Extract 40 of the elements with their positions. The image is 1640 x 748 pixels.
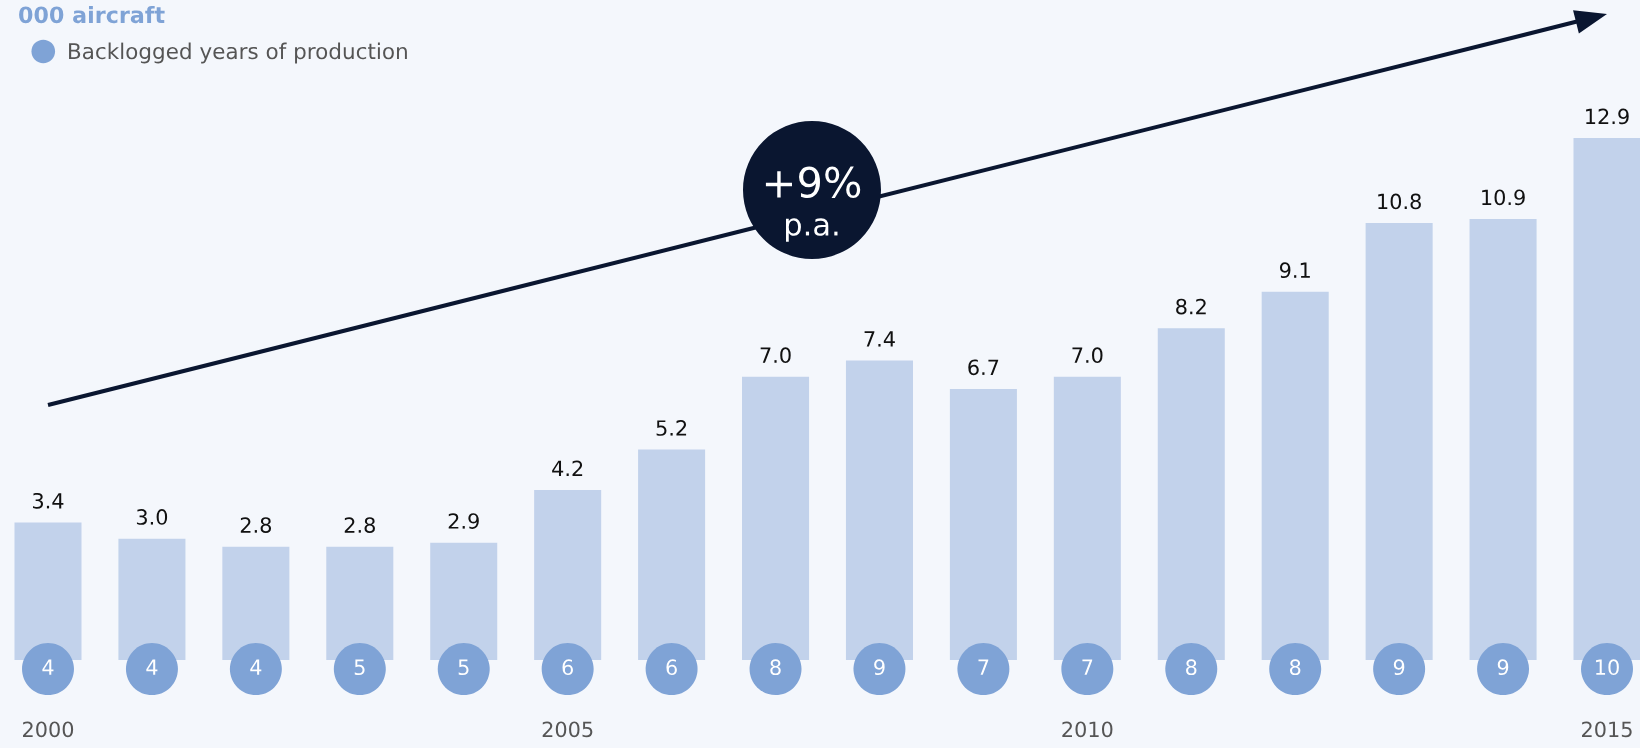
data-label: 7 [1082, 659, 1093, 675]
data-label: 3.0 [136, 509, 168, 525]
data-label: 3.4 [33, 492, 64, 509]
data-label: 2.9 [448, 513, 479, 529]
data-label: 5 [458, 659, 469, 676]
x-tick-label: 2005 [542, 721, 593, 738]
data-label: 7.4 [864, 331, 895, 347]
data-label: 2.8 [240, 517, 272, 533]
chart-title: 000 aircraft [19, 6, 165, 24]
data-label: 8 [770, 659, 781, 676]
x-tick-label: 2015 [1582, 721, 1632, 738]
data-label: 12.9 [1586, 108, 1629, 125]
data-label: 8.2 [1176, 298, 1206, 315]
data-label: 5.2 [656, 420, 687, 436]
data-label: 5 [354, 659, 365, 676]
data-label: 8 [1289, 659, 1301, 676]
data-label: 9 [874, 659, 885, 676]
data-label: 9.1 [1279, 262, 1310, 279]
data-label: 7.0 [1072, 347, 1103, 364]
data-label: 7 [978, 659, 989, 675]
data-label: 4 [42, 659, 54, 675]
data-label: 8 [1186, 659, 1197, 676]
legend-label: Backlogged years of production [69, 42, 407, 64]
annotation: p.a. [786, 218, 838, 242]
data-label: 10.8 [1378, 193, 1421, 210]
x-tick-label: 2010 [1062, 721, 1113, 738]
data-label: 10.9 [1482, 189, 1525, 206]
data-label: 6 [562, 659, 573, 676]
data-label: 4 [146, 659, 158, 675]
data-label: 6.7 [968, 359, 999, 376]
data-label: 4.2 [552, 460, 583, 477]
x-tick-label: 2000 [23, 721, 74, 738]
data-label: 4 [250, 659, 262, 675]
data-label: 2.8 [344, 517, 375, 533]
data-label: 10 [1596, 659, 1619, 676]
data-label: 7.0 [760, 347, 791, 364]
data-label: 9 [1393, 659, 1405, 676]
data-label: 9 [1497, 659, 1509, 676]
annotation: +9% [765, 166, 861, 199]
data-label: 6 [666, 659, 677, 676]
